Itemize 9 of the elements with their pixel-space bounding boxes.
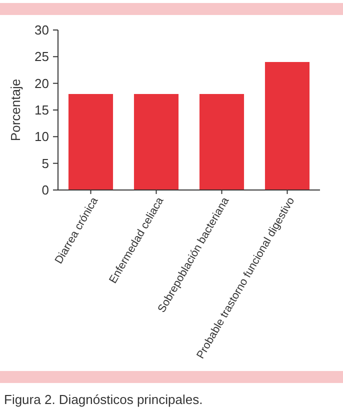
y-tick-label: 20 (34, 76, 49, 91)
y-tick-label: 25 (34, 49, 49, 64)
y-axis-title: Porcentaje (8, 78, 23, 142)
y-tick-label: 0 (42, 182, 49, 198)
y-tick-label: 10 (34, 129, 49, 144)
y-tick-label: 30 (34, 22, 49, 38)
y-tick-label: 15 (34, 102, 49, 118)
text: Figura 2. Diagnósticos principales. (4, 392, 203, 407)
y-tick-label: 5 (42, 156, 49, 171)
